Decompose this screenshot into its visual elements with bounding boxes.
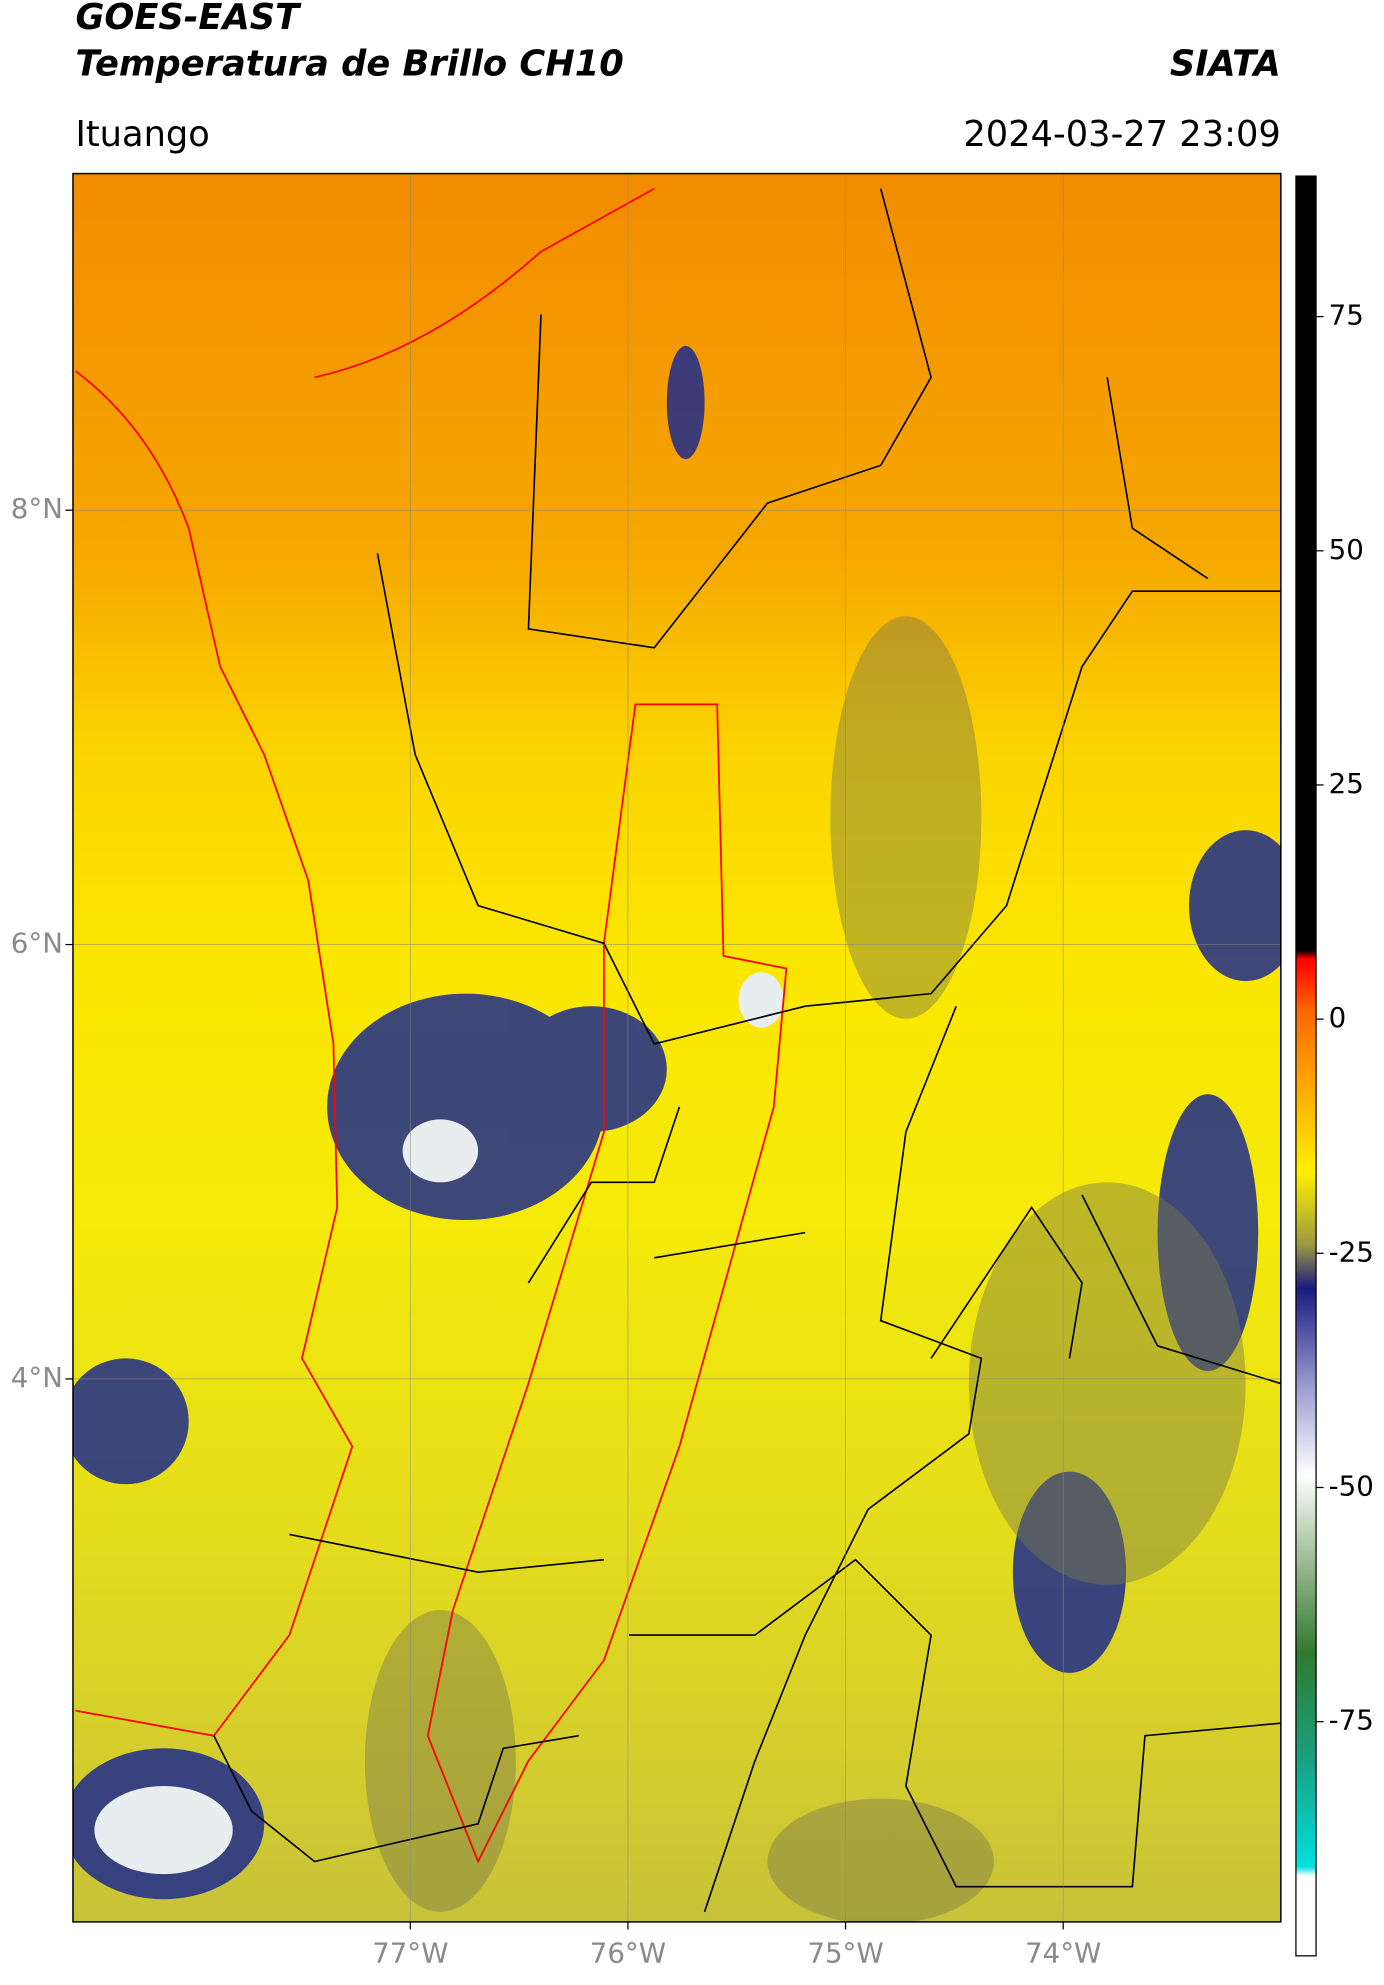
colorbar-label: -75	[1329, 1704, 1374, 1737]
colorbar-label: -25	[1329, 1235, 1374, 1268]
title: GOES-EAST	[75, 0, 302, 38]
location: Ituango	[75, 114, 209, 155]
colorbar-label: 50	[1329, 533, 1364, 566]
colorbar-label: 75	[1329, 299, 1364, 332]
lon-label: 75°W	[807, 1937, 883, 1970]
map-imagery	[72, 173, 1281, 1922]
grid	[65, 173, 1281, 1930]
subtitle: Temperatura de Brillo CH10	[75, 43, 623, 84]
colorbar-label: 0	[1329, 1001, 1347, 1034]
lon-label: 77°W	[372, 1937, 448, 1970]
lon-label: 74°W	[1025, 1937, 1101, 1970]
colorbar-label: -50	[1329, 1469, 1374, 1502]
datetime: 2024-03-27 23:09	[963, 114, 1280, 155]
lon-label: 76°W	[590, 1937, 666, 1970]
map-frame	[72, 172, 1282, 1923]
lat-label: 6°N	[11, 927, 63, 960]
colorbar	[1295, 175, 1317, 1957]
lat-label: 4°N	[11, 1361, 63, 1394]
lat-label: 8°N	[11, 492, 63, 525]
colorbar-label: 25	[1329, 767, 1364, 800]
agency: SIATA	[1170, 43, 1281, 84]
